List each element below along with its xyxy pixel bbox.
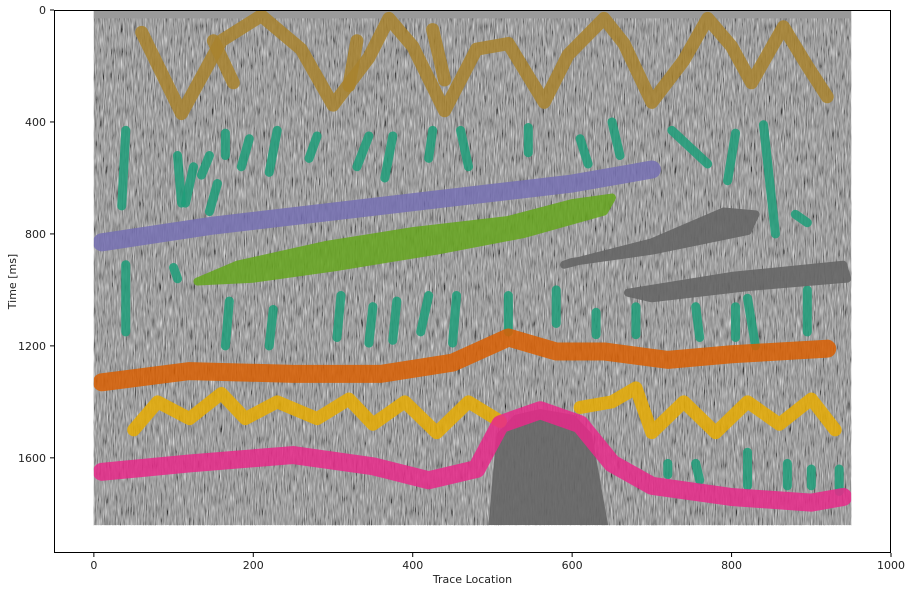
teal-dash-10	[380, 131, 398, 183]
annotation-brown-zigzag-1	[206, 34, 240, 90]
teal-dash-14	[575, 134, 593, 169]
seismic-noise	[93, 10, 852, 526]
teal-dash-3	[196, 151, 214, 180]
y-tick-label: 0	[39, 4, 46, 17]
teal-dash-15	[607, 117, 625, 161]
teal-dash-27	[416, 290, 434, 337]
teal-dash-7	[264, 125, 282, 177]
annotation-teal-dashes-4	[117, 117, 844, 496]
teal-dash-20	[169, 263, 183, 284]
x-axis-label: Trace Location	[432, 573, 512, 586]
annotation-brown-zigzag-3	[426, 23, 452, 87]
teal-dash-9	[352, 131, 374, 172]
y-tick-label: 1600	[18, 452, 46, 465]
axes-frame	[54, 10, 891, 553]
annotation-orange-band-10	[93, 328, 837, 392]
annotation-yellow-zigzag-12	[573, 381, 842, 440]
x-axis: 0 200 400 600 800 1000	[90, 553, 905, 572]
seismic-image	[93, 10, 852, 526]
y-tick-label: 800	[25, 228, 46, 241]
teal-dash-22	[220, 296, 234, 351]
teal-dash-2	[181, 162, 198, 208]
annotation-layer	[93, 10, 852, 526]
annotation-brown-zigzag-2	[342, 34, 364, 93]
annotation-gray-blob-8	[623, 260, 852, 303]
teal-dash-28	[448, 290, 462, 348]
teal-dash-34	[743, 293, 760, 351]
teal-dash-19	[667, 125, 713, 169]
teal-dash-38	[691, 458, 705, 485]
y-tick-label: 1200	[18, 340, 46, 353]
x-tick-label: 800	[721, 559, 742, 572]
annotation-purple-band-5	[93, 160, 661, 252]
teal-dash-0	[117, 125, 131, 211]
teal-dash-33	[691, 302, 705, 342]
y-axis: 0 400 800 1200 1600	[18, 4, 54, 465]
annotation-green-blob-6	[193, 193, 616, 286]
teal-dash-18	[790, 209, 812, 228]
x-tick-label: 400	[402, 559, 423, 572]
x-tick-label: 1000	[877, 559, 905, 572]
x-tick-label: 0	[90, 559, 97, 572]
teal-dash-23	[264, 304, 278, 351]
x-tick-label: 600	[562, 559, 583, 572]
teal-dash-24	[332, 290, 346, 342]
teal-dash-17	[758, 120, 780, 239]
teal-dash-4	[204, 179, 222, 217]
y-tick-label: 400	[25, 116, 46, 129]
teal-dash-1	[173, 151, 187, 208]
teal-dash-6	[236, 134, 254, 172]
annotation-yellow-zigzag-11	[127, 386, 507, 440]
annotation-gray-blob-7	[560, 207, 760, 269]
teal-dash-8	[304, 131, 322, 163]
x-tick-label: 200	[243, 559, 264, 572]
teal-dash-11	[424, 125, 438, 163]
teal-dash-25	[364, 302, 378, 348]
annotation-brown-zigzag-0	[135, 10, 834, 121]
teal-dash-12	[456, 125, 474, 172]
seismic-top-mute	[93, 10, 852, 19]
annotation-magenta-band-13	[93, 401, 852, 512]
y-axis-label: Time [ms]	[6, 254, 19, 310]
teal-dash-16	[723, 128, 741, 186]
teal-dash-26	[388, 296, 402, 345]
